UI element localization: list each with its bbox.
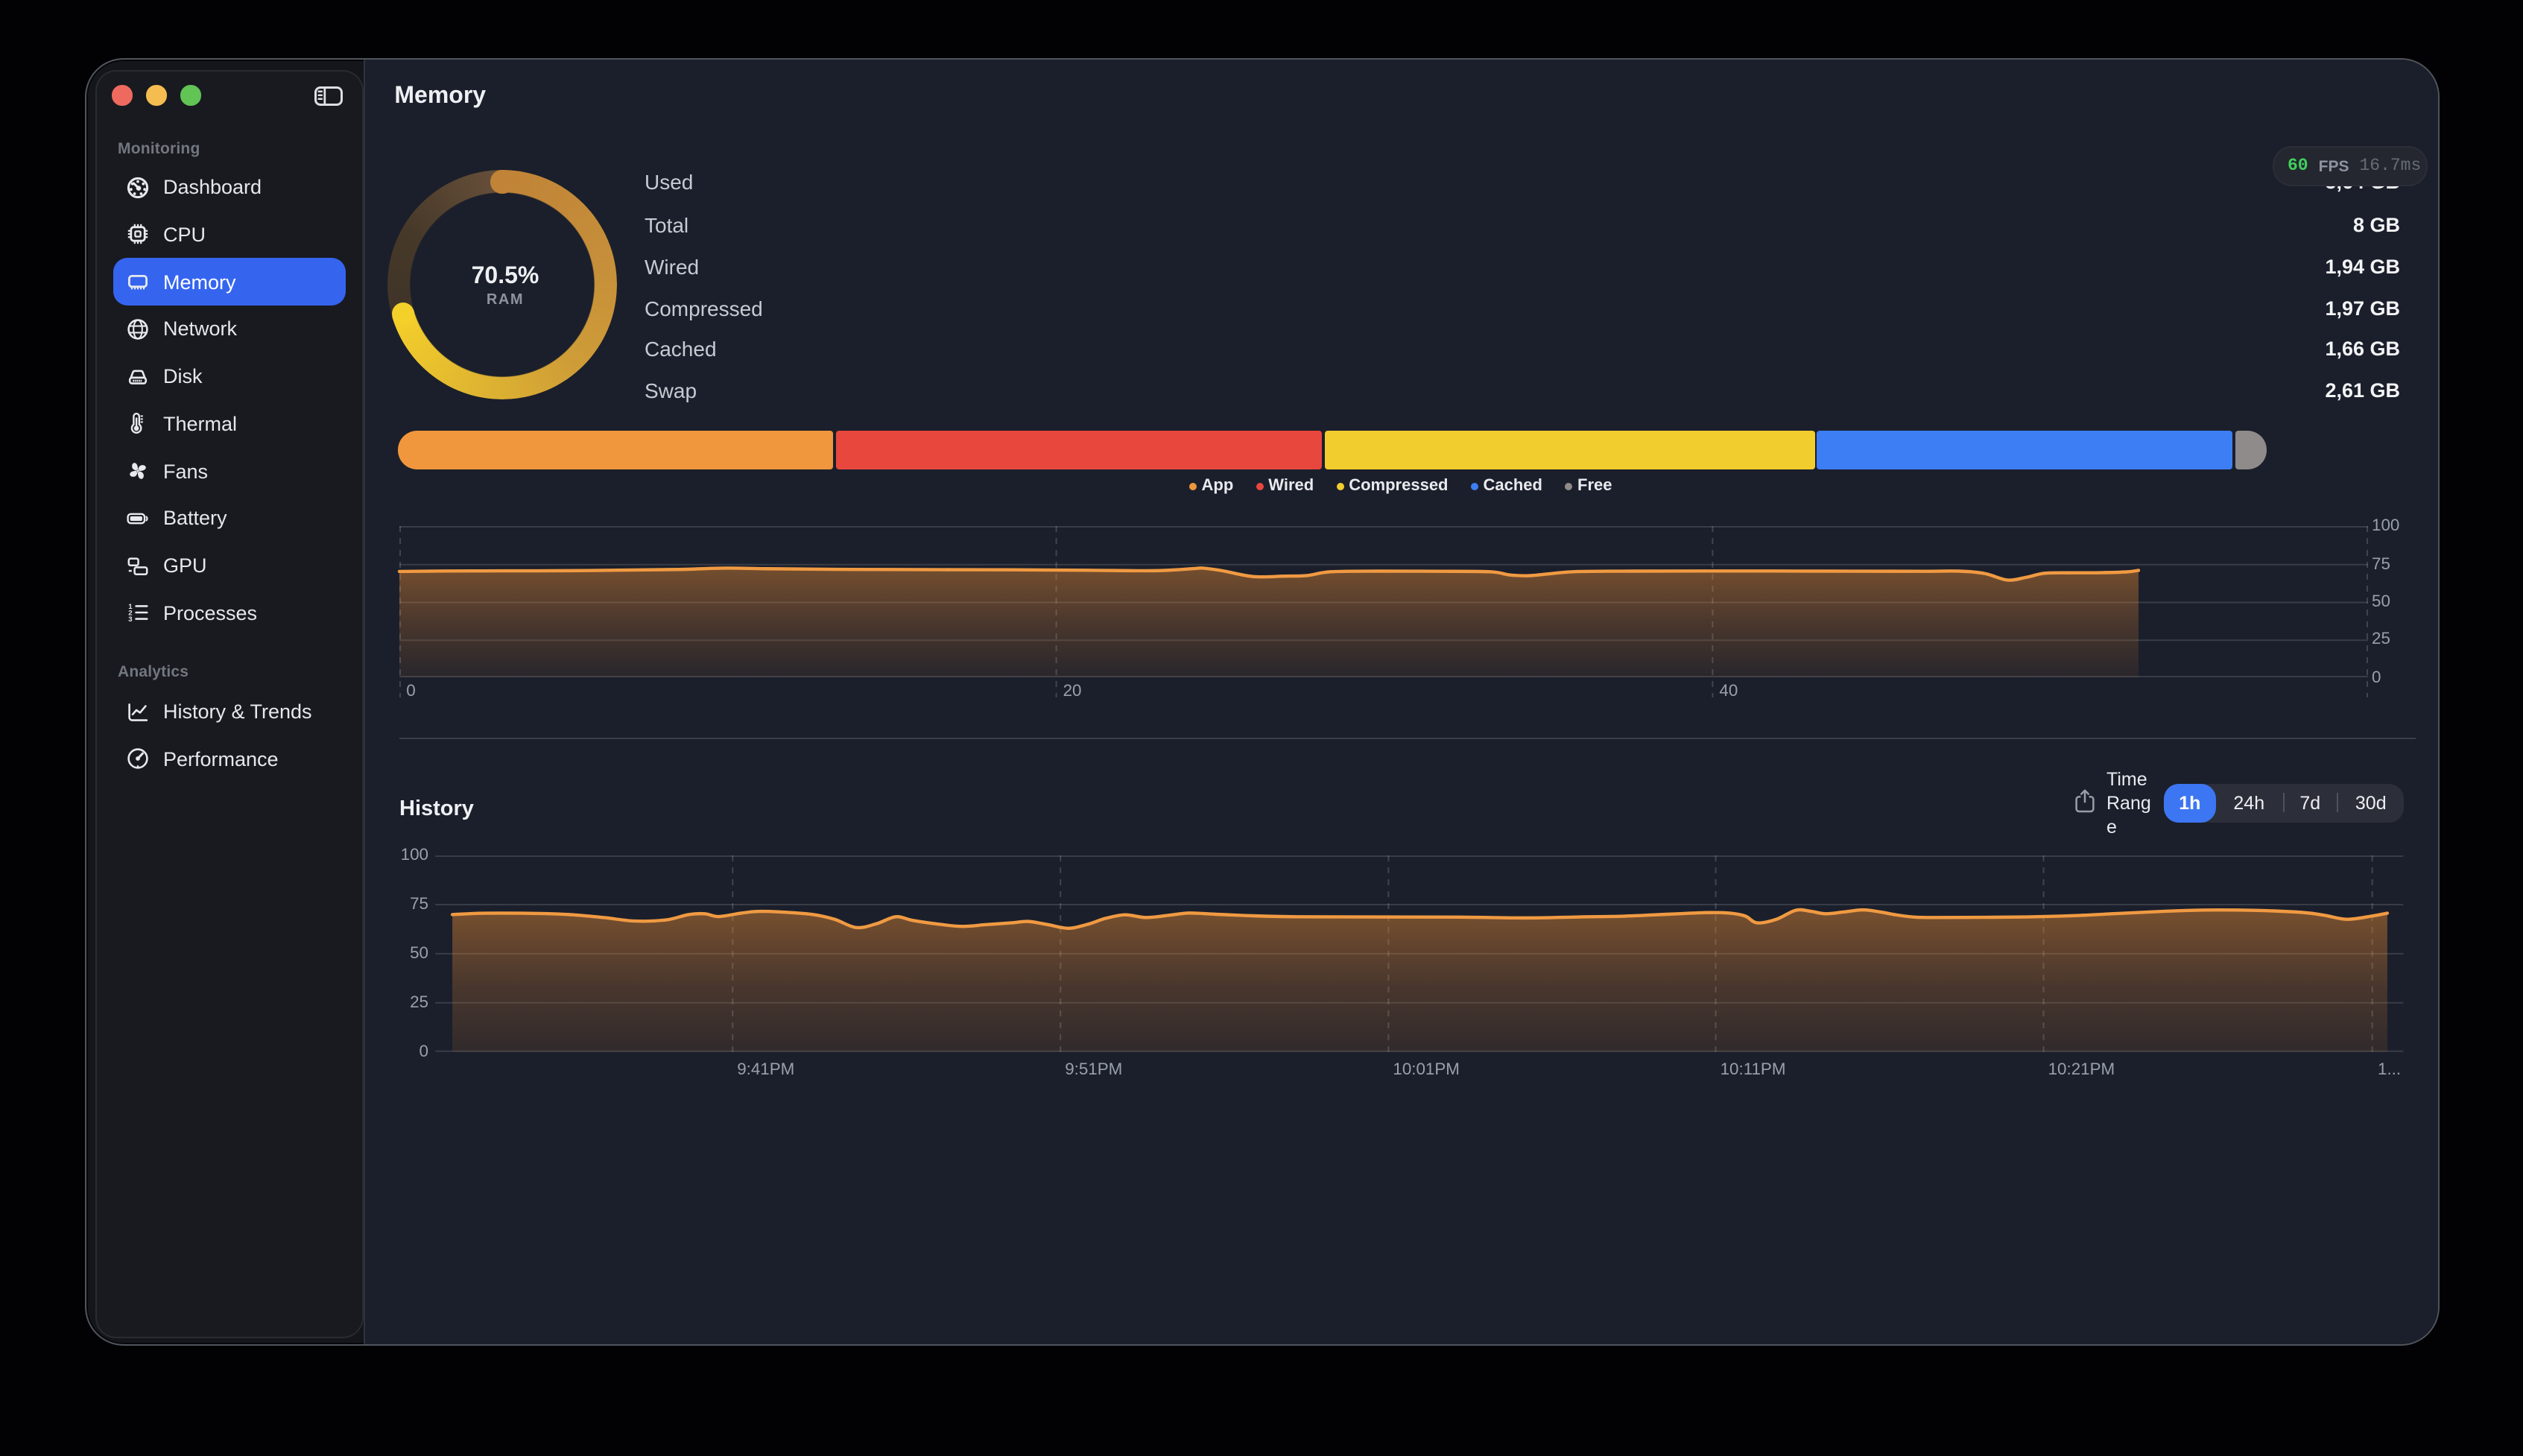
- svg-text:1: 1: [129, 604, 133, 612]
- svg-text:2: 2: [129, 610, 133, 618]
- svg-text:3: 3: [129, 616, 133, 624]
